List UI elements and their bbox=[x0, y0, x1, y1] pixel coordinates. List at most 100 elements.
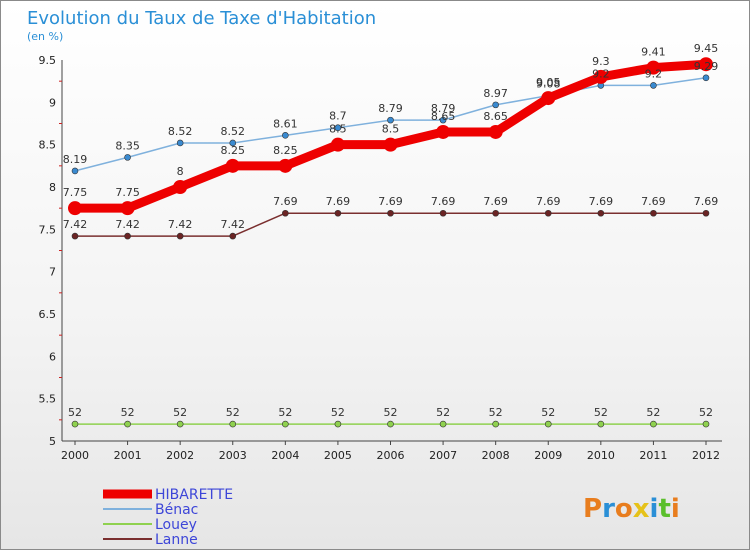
data-point bbox=[650, 209, 657, 217]
data-label: 7.69 bbox=[483, 195, 508, 208]
data-label: 8.61 bbox=[273, 117, 298, 130]
data-label: 8.52 bbox=[168, 125, 193, 138]
data-point bbox=[436, 124, 451, 139]
data-point bbox=[173, 180, 188, 194]
data-label: 7.42 bbox=[221, 218, 246, 231]
data-point bbox=[541, 91, 556, 106]
brand-letter: t bbox=[658, 494, 670, 524]
data-label: 7.69 bbox=[589, 195, 614, 208]
data-point bbox=[176, 139, 184, 147]
brand-letter: i bbox=[671, 494, 680, 524]
data-point bbox=[544, 209, 552, 217]
data-point bbox=[439, 116, 447, 124]
data-label: 8.65 bbox=[483, 110, 508, 123]
data-point bbox=[282, 209, 289, 217]
legend-label: HIBARETTE bbox=[155, 487, 233, 503]
data-point bbox=[650, 82, 657, 89]
data-point bbox=[225, 158, 240, 173]
data-label: 8.97 bbox=[483, 87, 508, 100]
y-tick-labels: 5 5.5 6 6.5 7 7.5 8 8.5 9 9.5 bbox=[39, 54, 57, 448]
data-label: 52 bbox=[68, 406, 82, 419]
data-label: 7.69 bbox=[536, 195, 561, 208]
data-label: 52 bbox=[436, 406, 450, 419]
data-label: 52 bbox=[331, 406, 345, 419]
x-tick-label: 2010 bbox=[587, 449, 615, 462]
data-label: 52 bbox=[489, 406, 503, 419]
chart-title: Evolution du Taux de Taxe d'Habitation bbox=[27, 8, 376, 29]
data-label: 52 bbox=[121, 406, 135, 419]
data-label: 7.42 bbox=[115, 218, 140, 231]
y-tick-label: 8.5 bbox=[39, 139, 57, 152]
data-label: 9.45 bbox=[694, 42, 719, 55]
data-point bbox=[597, 420, 605, 428]
legend-label: Louey bbox=[155, 517, 197, 533]
data-point bbox=[229, 139, 237, 147]
data-label: 7.69 bbox=[641, 195, 666, 208]
data-label: 7.69 bbox=[326, 195, 351, 208]
y-tick-label: 9 bbox=[49, 96, 56, 109]
data-point bbox=[71, 167, 79, 175]
data-label: 8 bbox=[177, 165, 184, 178]
data-label: 7.69 bbox=[431, 195, 456, 208]
data-point bbox=[124, 232, 131, 240]
data-label: 8.19 bbox=[63, 153, 88, 166]
data-point bbox=[124, 154, 131, 161]
data-point bbox=[124, 420, 131, 428]
data-labels: 52 52 52 52 52 52 52 52 52 52 52 52 52 7.42 7.42 7.42 7.… bbox=[63, 42, 719, 419]
y-tick-label: 7 bbox=[49, 266, 56, 279]
data-label: 8.25 bbox=[273, 144, 298, 157]
data-point bbox=[593, 69, 608, 84]
data-label: 7.69 bbox=[378, 195, 403, 208]
brand-letter: P bbox=[583, 494, 602, 524]
x-tick-label: 2003 bbox=[219, 449, 247, 462]
data-point bbox=[383, 137, 398, 152]
data-point bbox=[120, 201, 135, 216]
brand-letter: r bbox=[602, 494, 615, 524]
data-label: 7.42 bbox=[63, 218, 88, 231]
x-tick-label: 2004 bbox=[271, 449, 299, 462]
y-tick-label: 8 bbox=[49, 181, 56, 194]
data-label: 52 bbox=[541, 406, 555, 419]
brand-logo: Proxiti bbox=[583, 494, 680, 524]
data-point bbox=[488, 124, 503, 139]
data-label: 52 bbox=[646, 406, 660, 419]
data-point bbox=[229, 420, 237, 428]
data-label: 8.65 bbox=[431, 110, 456, 123]
y-tick-label: 9.5 bbox=[39, 54, 57, 67]
data-label: 7.75 bbox=[115, 186, 140, 199]
data-point bbox=[387, 209, 394, 217]
data-label: 52 bbox=[278, 406, 292, 419]
data-point bbox=[646, 60, 661, 75]
legend-label: Bénac bbox=[155, 502, 198, 518]
y-tick-label: 5 bbox=[49, 435, 56, 448]
x-tick-label: 2005 bbox=[324, 449, 352, 462]
data-point bbox=[650, 420, 657, 428]
y-minor-ticks bbox=[59, 80, 62, 421]
data-label: 52 bbox=[226, 406, 240, 419]
data-label: 8.7 bbox=[329, 110, 347, 123]
data-label: 8.5 bbox=[382, 123, 400, 136]
y-tick-label: 6.5 bbox=[39, 308, 57, 321]
data-point bbox=[702, 209, 710, 217]
brand-letter: o bbox=[615, 494, 633, 524]
x-tick-label: 2011 bbox=[639, 449, 667, 462]
data-point bbox=[702, 74, 710, 82]
data-point bbox=[334, 124, 342, 132]
y-tick-label: 5.5 bbox=[39, 393, 57, 406]
data-point bbox=[387, 116, 394, 124]
x-tick-label: 2008 bbox=[482, 449, 510, 462]
data-label: 8.52 bbox=[221, 125, 246, 138]
data-point bbox=[282, 132, 289, 139]
data-label: 7.75 bbox=[63, 186, 88, 199]
data-label: 9.3 bbox=[592, 55, 610, 68]
y-tick-label: 7.5 bbox=[39, 223, 57, 236]
data-label: 7.69 bbox=[273, 195, 298, 208]
data-label: 9.05 bbox=[536, 76, 561, 89]
data-label: 52 bbox=[384, 406, 398, 419]
y-tick-label: 6 bbox=[49, 350, 56, 363]
data-point bbox=[334, 209, 342, 217]
data-label: 52 bbox=[699, 406, 713, 419]
